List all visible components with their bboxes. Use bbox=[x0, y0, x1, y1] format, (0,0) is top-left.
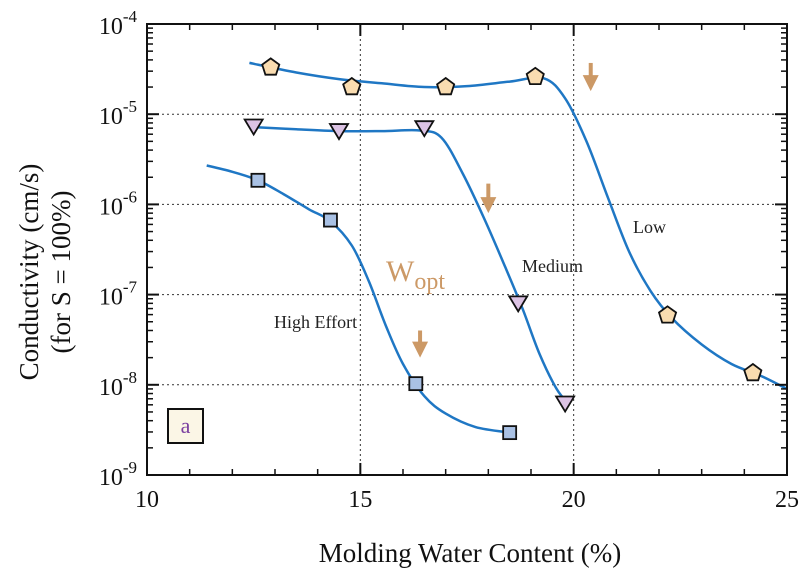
data-point-medium bbox=[507, 295, 529, 314]
data-point-low bbox=[261, 57, 281, 76]
plot-frame bbox=[146, 23, 788, 476]
data-point-low bbox=[743, 362, 763, 382]
y-tick-label: 10-6 bbox=[99, 187, 137, 220]
curve-low bbox=[249, 61, 788, 391]
y-tick-label: 10-8 bbox=[99, 368, 137, 401]
wopt-label-subscript: opt bbox=[414, 269, 445, 295]
x-tick-label: 20 bbox=[562, 487, 586, 513]
data-markers bbox=[243, 57, 763, 441]
data-point-medium bbox=[243, 118, 265, 137]
y-tick-label: 10-4 bbox=[99, 7, 138, 40]
x-tick-label: 15 bbox=[348, 487, 372, 513]
data-point-medium bbox=[554, 395, 576, 414]
tick-labels: 10 15 20 25 10-9 10-8 10-7 10-6 10-5 10-4 bbox=[99, 7, 799, 513]
curve-high-effort bbox=[206, 164, 510, 434]
x-tick-label: 25 bbox=[775, 487, 799, 513]
y-tick-label: 10-9 bbox=[99, 458, 137, 491]
panel-label: a bbox=[181, 413, 191, 438]
data-point-low bbox=[657, 305, 678, 324]
y-axis-title-line1: Conductivity (cm/s) bbox=[14, 164, 44, 381]
wopt-arrow-head bbox=[412, 341, 429, 358]
wopt-arrow-head bbox=[582, 75, 599, 92]
panel-label-box: a bbox=[167, 408, 204, 444]
data-point-low bbox=[342, 76, 362, 96]
data-point-low bbox=[436, 76, 456, 96]
data-point-medium bbox=[328, 123, 350, 141]
data-point-high-effort bbox=[250, 172, 266, 188]
data-point-high-effort bbox=[502, 425, 518, 441]
data-point-low bbox=[525, 66, 545, 85]
data-point-high-effort bbox=[408, 376, 424, 392]
y-tick-label: 10-7 bbox=[99, 278, 138, 311]
axis-ticks bbox=[146, 23, 788, 476]
wopt-label: Wopt bbox=[386, 255, 445, 295]
y-tick-label: 10-5 bbox=[99, 97, 137, 130]
data-point-medium bbox=[413, 120, 435, 138]
x-axis-title: Molding Water Content (%) bbox=[319, 538, 622, 568]
series-label-medium: Medium bbox=[522, 256, 583, 276]
wopt-arrow-head bbox=[480, 197, 497, 214]
fitted-curves bbox=[206, 61, 788, 434]
wopt-arrows bbox=[412, 62, 599, 358]
series-label-high-effort: High Effort bbox=[274, 312, 357, 332]
data-point-high-effort bbox=[323, 212, 338, 228]
grid-lines bbox=[147, 24, 787, 475]
wopt-label-base: W bbox=[386, 255, 415, 288]
series-label-low: Low bbox=[633, 217, 666, 237]
x-tick-label: 10 bbox=[135, 487, 159, 513]
y-axis-title-line2: (for S = 100%) bbox=[46, 191, 76, 354]
